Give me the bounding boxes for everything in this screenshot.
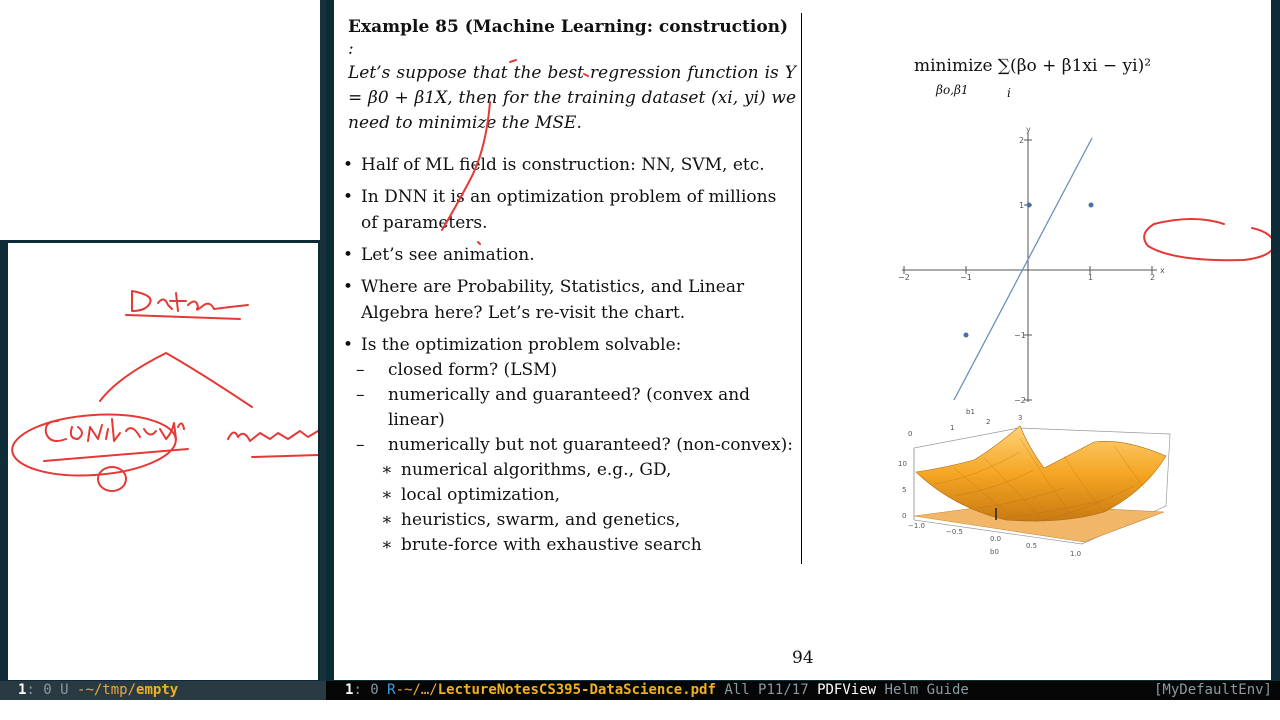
- data-point: [1026, 202, 1032, 208]
- example-body: Let’s suppose that the best regression f…: [348, 63, 796, 133]
- b1-axis-label: b1: [966, 408, 975, 416]
- left-top-pane: [0, 0, 320, 240]
- text-column: Example 85 (Machine Learning: constructi…: [343, 16, 796, 558]
- sub-item: – numerically and guaranteed? (convex and…: [356, 385, 751, 430]
- bullet-item: • In DNN it is an optimization problem of…: [343, 187, 777, 233]
- handwriting-assessment-underline: [251, 454, 318, 458]
- pdf-page[interactable]: Example 85 (Machine Learning: constructi…: [334, 0, 1274, 680]
- pdf-annotation-ink: [441, 59, 589, 245]
- right-window-edge: [1271, 0, 1280, 700]
- y-tick-label: −2: [1014, 396, 1026, 405]
- z-tick-label: 10: [898, 460, 907, 468]
- sub-item: – closed form? (LSM): [356, 360, 558, 380]
- bullet-item: • Let’s see animation.: [343, 245, 535, 265]
- bullet-item: • Half of ML field is construction: NN, S…: [343, 155, 765, 175]
- b0-tick-label: 0.5: [1026, 542, 1037, 550]
- b1-tick-label: 3: [1018, 414, 1022, 422]
- sub-list: – closed form? (LSM) – numerically and gua…: [356, 358, 796, 458]
- bullet-item: • Is the optimization problem solvable: –…: [343, 332, 796, 558]
- buffer-path: -~/tmp/: [77, 682, 137, 698]
- handwriting-dataset-rest: [157, 292, 249, 312]
- surface-mesh: [915, 425, 1167, 522]
- sub-sub-item: ∗ local optimization,: [381, 485, 561, 505]
- handwriting-construction-underline: [43, 448, 189, 462]
- major-mode: PDFView: [817, 682, 877, 698]
- example-title: Example 85 (Machine Learning: constructi…: [348, 17, 789, 59]
- x-tick-label: −1: [960, 273, 972, 282]
- annotation-tick: [509, 59, 517, 63]
- surface-plot: 0 1 2 3 b1 0 5 10 −1.0 −0.5 0.0 0.5 1.0 …: [898, 408, 1171, 558]
- whiteboard-canvas[interactable]: [8, 243, 318, 680]
- b0-tick-label: −0.5: [946, 528, 963, 536]
- buffer-filename: LectureNotesCS395-DataScience.pdf: [437, 682, 716, 698]
- environment-name: [MyDefaultEnv]: [1153, 682, 1272, 698]
- handwriting-tree-branches: [99, 352, 253, 408]
- x-tick-label: 2: [1150, 273, 1155, 282]
- x-tick-label: −2: [898, 273, 910, 282]
- bullet-list: • Half of ML field is construction: NN, S…: [343, 152, 796, 558]
- page-position: All P11/17: [724, 682, 809, 698]
- b1-tick-label: 1: [950, 424, 954, 432]
- sub-item: – numerically but not guaranteed? (non-co…: [356, 435, 794, 455]
- whiteboard-ink: [11, 290, 318, 492]
- column-rule: [801, 13, 802, 564]
- handwriting-construction-circle: [11, 413, 177, 477]
- x-tick-label: 1: [1088, 273, 1093, 282]
- handwriting-dataset-underline: [125, 314, 241, 320]
- b1-tick-label: 0: [908, 430, 912, 438]
- y-tick-label: 1: [1019, 201, 1024, 210]
- minor-modes: Helm Guide: [884, 682, 969, 698]
- x-axis-label: x: [1160, 266, 1165, 275]
- mode-line-right[interactable]: 1: 0 R-~/…/LectureNotesCS395-DataScience…: [326, 681, 1280, 700]
- sub-sub-list: ∗ numerical algorithms, e.g., GD, ∗ local …: [361, 458, 796, 558]
- data-point: [1088, 202, 1094, 208]
- readonly-flag: R: [387, 682, 396, 698]
- handwriting-dataset-d: [131, 290, 152, 312]
- sub-sub-item: ∗ brute-force with exhaustive search: [381, 535, 702, 555]
- bullet-item: • Where are Probability, Statistics, and …: [343, 277, 745, 323]
- scatter-plot: −2 −1 1 2 2 1 −1 −2 x y: [898, 125, 1165, 405]
- handwriting-small-circle: [97, 466, 127, 492]
- y-tick-label: −1: [1014, 331, 1026, 340]
- y-tick-label: 2: [1019, 136, 1024, 145]
- handwriting-assessment: [227, 430, 318, 442]
- regression-line: [953, 137, 1093, 401]
- buffer-info: : 0 U: [26, 682, 78, 698]
- data-point: [963, 332, 969, 338]
- b1-tick-label: 2: [986, 418, 990, 426]
- z-tick-label: 5: [902, 486, 906, 494]
- buffer-number: 1: [18, 682, 27, 698]
- pane-divider[interactable]: [320, 0, 326, 700]
- handwriting-construction: [44, 418, 185, 442]
- mode-line-left[interactable]: 1: 0 U -~/tmp/empty: [0, 681, 326, 700]
- y-axis-label: y: [1026, 125, 1031, 134]
- z-tick-label: 0: [902, 512, 906, 520]
- b0-tick-label: 0.0: [990, 535, 1001, 543]
- b0-tick-label: −1.0: [908, 522, 925, 530]
- b0-axis-label: b0: [990, 548, 999, 556]
- buffer-number: 1: [345, 682, 354, 698]
- loss-formula: minimize ∑(βo + β1xi − yi)² βo,β1 i: [914, 56, 1152, 100]
- buffer-path: -~/…/: [395, 682, 438, 698]
- echo-area[interactable]: [0, 700, 1280, 720]
- annotation-stroke: [441, 101, 491, 231]
- annotation-tick: [477, 241, 481, 245]
- sub-sub-item: ∗ numerical algorithms, e.g., GD,: [381, 460, 672, 480]
- buffer-filename: empty: [136, 682, 179, 698]
- annotation-tick: [583, 73, 589, 77]
- pdf-annotation-ellipse: [1143, 218, 1274, 262]
- buffer-info: : 0: [353, 682, 388, 698]
- sub-sub-item: ∗ heuristics, swarm, and genetics,: [381, 510, 681, 530]
- b0-tick-label: 1.0: [1070, 550, 1081, 558]
- page-number: 94: [792, 648, 814, 668]
- left-pane-border: [0, 240, 8, 680]
